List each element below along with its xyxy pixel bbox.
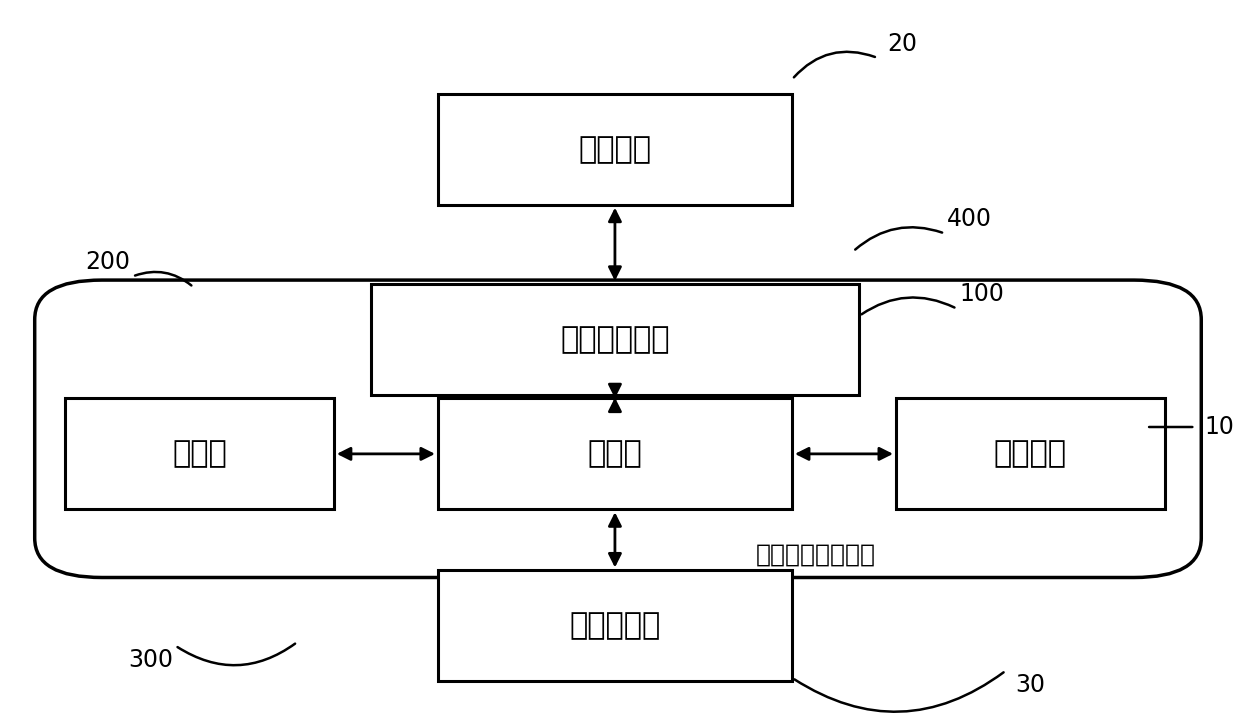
FancyBboxPatch shape bbox=[35, 280, 1202, 578]
Bar bbox=[371, 283, 859, 394]
Text: 20: 20 bbox=[887, 32, 918, 56]
Text: 200: 200 bbox=[86, 250, 130, 274]
Text: 100: 100 bbox=[959, 283, 1004, 307]
Text: 400: 400 bbox=[946, 207, 992, 231]
Text: 无线通信模块: 无线通信模块 bbox=[560, 325, 670, 354]
Text: 机械臂: 机械臂 bbox=[172, 439, 227, 468]
Text: 控制终端: 控制终端 bbox=[578, 135, 651, 164]
Text: 300: 300 bbox=[128, 648, 174, 672]
Text: 复合型移动机器人: 复合型移动机器人 bbox=[755, 543, 875, 567]
Bar bbox=[438, 94, 792, 205]
Text: 工控机: 工控机 bbox=[588, 439, 642, 468]
Text: 触摸显示器: 触摸显示器 bbox=[569, 611, 661, 640]
Bar bbox=[438, 398, 792, 510]
Text: 移动平台: 移动平台 bbox=[993, 439, 1066, 468]
Text: 10: 10 bbox=[1204, 415, 1235, 439]
Bar bbox=[66, 398, 334, 510]
Bar bbox=[438, 571, 792, 682]
Bar bbox=[895, 398, 1164, 510]
Text: 30: 30 bbox=[1016, 673, 1045, 697]
